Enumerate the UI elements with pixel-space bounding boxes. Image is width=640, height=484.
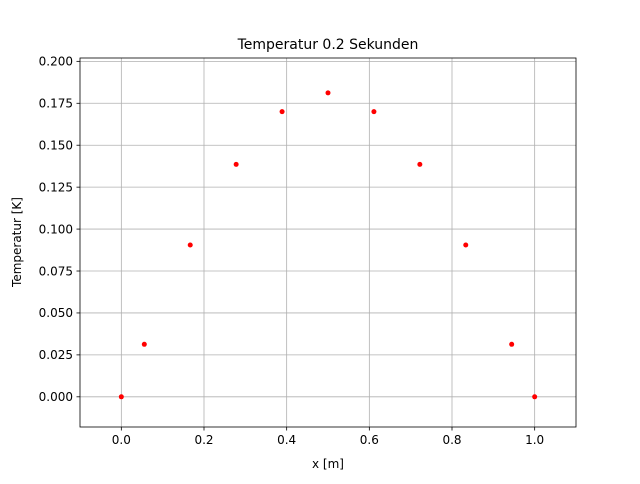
- x-tick-label: 0.4: [277, 433, 296, 447]
- tick-layer: 0.0 0.2 0.4 0.6 0.8 1.0 0.000 0.025 0.050 0.075 0.…: [39, 55, 545, 447]
- data-point: [325, 90, 331, 96]
- data-point: [417, 161, 423, 167]
- y-tick-label: 0.150: [39, 139, 73, 153]
- point-layer: [118, 90, 538, 400]
- x-tick-label: 0.0: [112, 433, 131, 447]
- data-point: [463, 242, 469, 248]
- data-point: [118, 394, 124, 400]
- data-point: [141, 341, 147, 347]
- x-tick-label: 0.6: [360, 433, 379, 447]
- x-axis-label: x [m]: [312, 457, 344, 471]
- y-tick-label: 0.075: [39, 264, 73, 278]
- data-point: [187, 242, 193, 248]
- data-point: [509, 341, 515, 347]
- x-tick-label: 0.2: [194, 433, 213, 447]
- chart-title: Temperatur 0.2 Sekunden: [237, 37, 419, 53]
- y-axis-label: Temperatur [K]: [10, 197, 24, 288]
- data-point: [532, 394, 538, 400]
- data-point: [279, 109, 285, 115]
- grid-layer: [80, 58, 576, 427]
- y-tick-label: 0.100: [39, 222, 73, 236]
- y-tick-label: 0.000: [39, 390, 73, 404]
- data-point: [233, 161, 239, 167]
- x-tick-label: 1.0: [525, 433, 544, 447]
- y-tick-label: 0.175: [39, 97, 73, 111]
- y-tick-label: 0.125: [39, 180, 73, 194]
- data-point: [371, 109, 377, 115]
- y-tick-label: 0.025: [39, 348, 73, 362]
- y-tick-label: 0.200: [39, 55, 73, 69]
- plot-frame: [79, 57, 577, 428]
- x-tick-label: 0.8: [442, 433, 461, 447]
- y-tick-label: 0.050: [39, 306, 73, 320]
